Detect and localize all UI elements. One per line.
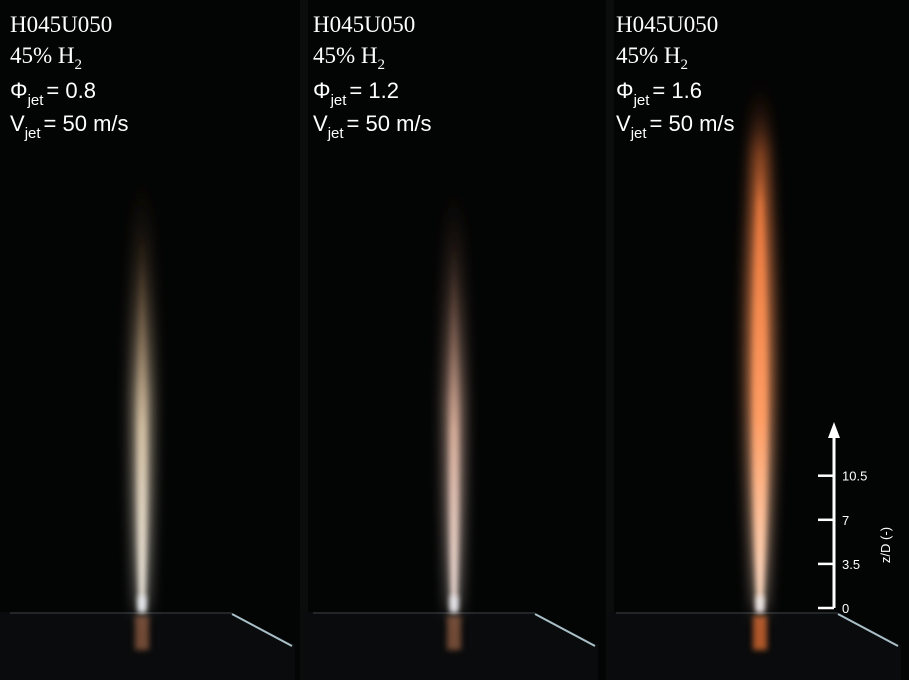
h2-text: 45% H bbox=[313, 43, 378, 68]
velocity-value: = 50 m/s bbox=[347, 111, 432, 136]
scale-tick-label: 10.5 bbox=[842, 469, 867, 484]
velocity-symbol: V bbox=[313, 111, 328, 136]
phi-sub: jet bbox=[633, 92, 651, 109]
velocity-sub: jet bbox=[630, 125, 648, 142]
h2-text: 45% H bbox=[616, 43, 681, 68]
phi-value: = 1.2 bbox=[349, 78, 399, 103]
phi-sub: jet bbox=[27, 92, 45, 109]
scene: H045U05045% H2Φjet= 0.8Vjet= 50 m/sH045U… bbox=[0, 0, 909, 680]
h2-sub: 2 bbox=[681, 57, 689, 73]
reflection bbox=[753, 616, 767, 650]
reflection bbox=[135, 616, 149, 650]
nozzle-glow bbox=[756, 596, 764, 612]
velocity-value: = 50 m/s bbox=[650, 111, 735, 136]
scale-tick-label: 3.5 bbox=[842, 557, 860, 572]
velocity-symbol: V bbox=[10, 111, 25, 136]
scale-label: z/D (-) bbox=[878, 527, 893, 563]
case-name: H045U050 bbox=[616, 12, 718, 37]
nozzle-glow bbox=[450, 596, 458, 612]
velocity-value: = 50 m/s bbox=[44, 111, 129, 136]
velocity-sub: jet bbox=[24, 125, 42, 142]
reflection bbox=[447, 616, 461, 650]
phi-symbol: Φ bbox=[10, 78, 28, 103]
panel-seam bbox=[300, 0, 308, 680]
phi-symbol: Φ bbox=[313, 78, 331, 103]
velocity-symbol: V bbox=[616, 111, 631, 136]
scale-tick-label: 0 bbox=[842, 601, 849, 616]
phi-sub: jet bbox=[330, 92, 348, 109]
h2-sub: 2 bbox=[378, 57, 386, 73]
h2-sub: 2 bbox=[75, 57, 83, 73]
phi-value: = 0.8 bbox=[46, 78, 96, 103]
velocity-sub: jet bbox=[327, 125, 345, 142]
case-name: H045U050 bbox=[313, 12, 415, 37]
phi-symbol: Φ bbox=[616, 78, 634, 103]
case-name: H045U050 bbox=[10, 12, 112, 37]
phi-value: = 1.6 bbox=[652, 78, 702, 103]
panel-seam bbox=[606, 0, 614, 680]
h2-text: 45% H bbox=[10, 43, 75, 68]
scale-tick-label: 7 bbox=[842, 513, 849, 528]
nozzle-glow bbox=[138, 596, 146, 612]
